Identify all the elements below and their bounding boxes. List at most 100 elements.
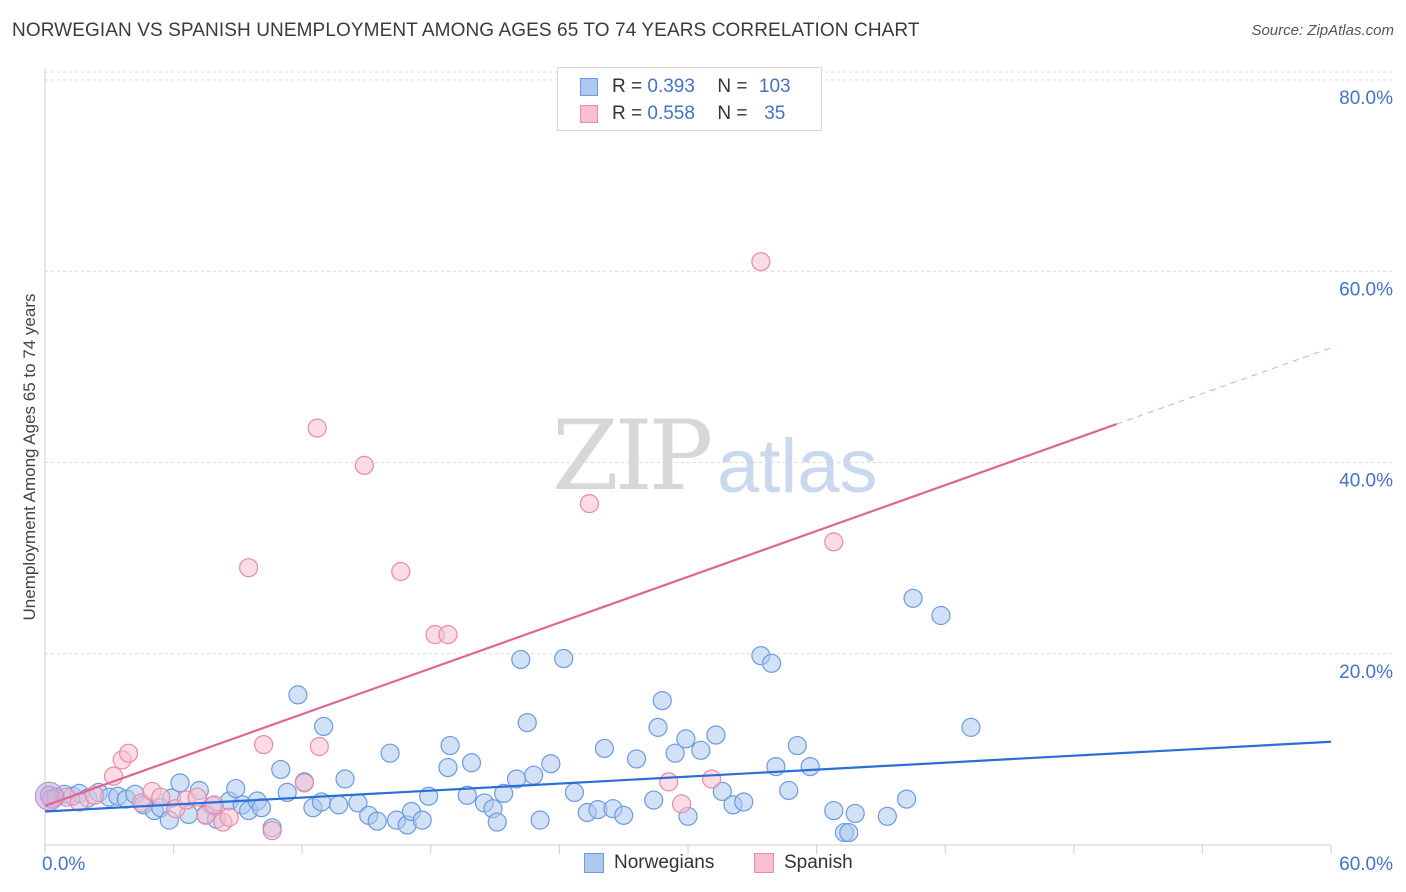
norwegian-point (412, 810, 432, 830)
spanish-n-value: 35 (764, 103, 786, 124)
norwegian-point (277, 782, 297, 803)
spanish-point (262, 821, 282, 841)
y-tick-label-20: 20.0% (1339, 662, 1393, 683)
legend-item-spanish[interactable]: Spanish (754, 852, 853, 874)
norwegian-point (314, 716, 334, 737)
norwegian-point (494, 783, 514, 803)
overlap-large-point (34, 781, 64, 811)
norwegian-point (380, 743, 400, 763)
axis-labels: 20.0% 40.0% 60.0% 80.0% 0.0% 60.0% Unemploymen… (20, 88, 1393, 875)
norwegian-point (839, 822, 859, 843)
norwegian-point (438, 757, 458, 778)
norwegian-point (761, 653, 782, 673)
norwegian-point (594, 738, 615, 759)
norwegian-point (931, 605, 951, 626)
y-tick-label-60: 60.0% (1339, 279, 1393, 300)
spanish-point (118, 743, 139, 763)
spanish-point (307, 418, 327, 438)
spanish-point (751, 252, 771, 272)
x-tick-label-max: 60.0% (1339, 854, 1393, 875)
spanish-legend-icon (754, 853, 774, 873)
spanish-point (391, 561, 411, 582)
axes (44, 68, 1332, 854)
norwegians-r-value: 0.393 (647, 76, 695, 97)
norwegian-point (824, 800, 844, 821)
spanish-point (219, 807, 239, 827)
spanish-point (309, 736, 329, 757)
chart-title: NORWEGIAN VS SPANISH UNEMPLOYMENT AMONG … (12, 20, 920, 41)
norwegians-n-value: 103 (758, 76, 791, 97)
norwegian-point (511, 649, 531, 670)
spanish-trend-extension (1116, 347, 1332, 425)
norwegian-point (541, 754, 561, 774)
norwegians-trend-line (44, 740, 1332, 813)
spanish-point (151, 787, 171, 807)
norwegian-point (734, 792, 754, 812)
legend-n-label: N = (717, 76, 748, 97)
spanish-r-value: 0.558 (647, 103, 695, 124)
norwegian-point (440, 735, 460, 756)
legend-label-norwegians: Norwegians (614, 852, 715, 873)
spanish-point (671, 794, 692, 814)
norwegian-point (251, 798, 272, 818)
spanish-point (354, 455, 374, 475)
norwegian-point (487, 812, 507, 832)
norwegian-point (648, 717, 668, 737)
spanish-point (187, 787, 207, 807)
norwegians-swatch-icon (580, 78, 598, 96)
x-tick-label-min: 0.0% (42, 854, 85, 875)
legend-r-label: R = (612, 76, 643, 97)
norwegian-point (335, 769, 355, 789)
norwegian-point (712, 781, 732, 802)
watermark-atlas: atlas (717, 424, 878, 509)
norwegian-point (554, 648, 574, 669)
norwegian-point (170, 773, 190, 793)
norwegian-point (706, 725, 726, 745)
spanish-point (579, 494, 600, 514)
norwegian-point (626, 749, 647, 769)
y-tick-label-40: 40.0% (1339, 471, 1393, 492)
spanish-point (701, 769, 722, 789)
spanish-point (254, 734, 274, 755)
spanish-point (659, 772, 679, 792)
norwegian-point (461, 753, 482, 773)
series-legend: Norwegians Spanish (0, 852, 1406, 878)
legend-item-norwegians[interactable]: Norwegians (584, 852, 714, 874)
watermark-zip: ZIP (552, 400, 713, 512)
norwegian-point (367, 811, 387, 831)
legend-n-label: N = (717, 103, 748, 124)
legend-label-spanish: Spanish (784, 852, 853, 873)
norwegian-point (691, 740, 711, 760)
norwegian-point (564, 782, 585, 803)
norwegians-legend-icon (584, 853, 604, 873)
norwegian-point (524, 765, 544, 785)
spanish-point (204, 795, 224, 815)
norwegian-point (644, 790, 664, 810)
legend-row-norwegians: R = 0.393 N = 103 (580, 74, 797, 100)
legend-row-spanish: R = 0.558 N = 35 (580, 101, 797, 127)
y-axis-title: Unemployment Among Ages 65 to 74 years (20, 294, 39, 621)
norwegian-point (665, 743, 685, 763)
norwegian-point (329, 795, 349, 815)
norwegian-point (652, 691, 672, 711)
norwegian-point (676, 729, 696, 749)
norwegian-point (903, 588, 923, 608)
norwegian-point (226, 778, 246, 799)
legend-r-label: R = (612, 103, 643, 124)
y-tick-label-80: 80.0% (1339, 88, 1393, 109)
norwegian-point (457, 785, 477, 805)
norwegian-point (779, 780, 799, 801)
norwegian-point (517, 712, 537, 733)
spanish-trend-line (44, 423, 1118, 807)
trend-lines (44, 347, 1332, 813)
norwegian-point (897, 789, 917, 809)
data-points (34, 252, 981, 843)
norwegian-point (845, 803, 865, 824)
spanish-point (824, 532, 844, 552)
norwegian-point (614, 805, 634, 825)
norwegian-point (961, 717, 981, 737)
spanish-point (294, 773, 314, 793)
norwegian-point (530, 810, 550, 830)
spanish-swatch-icon (580, 105, 598, 123)
